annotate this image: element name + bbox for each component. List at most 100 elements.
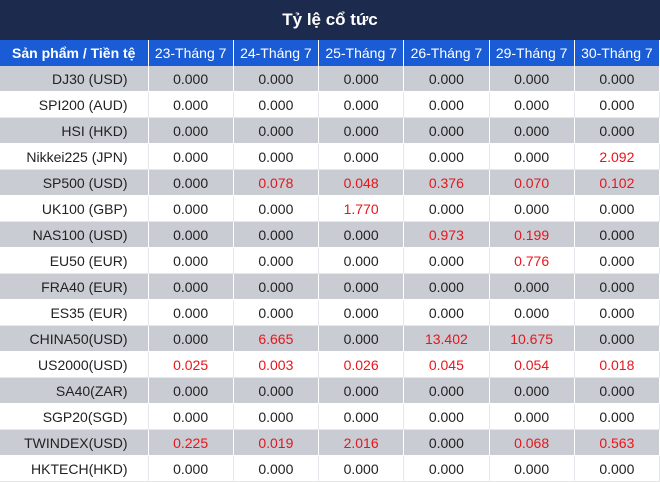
dividend-value-cell: 0.000 [233, 91, 320, 118]
dividend-value-cell: 0.776 [489, 247, 575, 274]
product-cell: DJ30 (USD) [0, 66, 149, 92]
dividend-value-cell: 6.665 [233, 325, 320, 352]
dividend-value-cell: 0.018 [574, 351, 660, 378]
dividend-value-cell: 0.000 [318, 117, 405, 144]
dividend-value-cell: 0.000 [403, 377, 490, 404]
dividend-value-cell: 0.225 [148, 429, 234, 456]
dividend-value-cell: 0.000 [403, 143, 490, 170]
table-row: SGP20(SGD) 0.000 0.000 0.000 0.000 0.000 0.000 [0, 403, 660, 430]
table-row: US2000(USD) 0.025 0.003 0.026 0.045 0.054 0.01… [0, 351, 660, 378]
product-cell: SGP20(SGD) [0, 403, 149, 430]
dividend-value-cell: 0.000 [233, 377, 320, 404]
table-row: FRA40 (EUR) 0.000 0.000 0.000 0.000 0.000 0.00… [0, 273, 660, 300]
dividend-value-cell: 0.000 [489, 117, 575, 144]
table-row: HKTECH(HKD) 0.000 0.000 0.000 0.000 0.000 0.00… [0, 455, 660, 482]
table-row: DJ30 (USD) 0.000 0.000 0.000 0.000 0.000 0.000 [0, 66, 660, 92]
dividend-value-cell: 0.000 [489, 91, 575, 118]
dividend-value-cell: 0.000 [403, 66, 490, 92]
dividend-value-cell: 0.000 [574, 221, 660, 248]
table-row: SPI200 (AUD) 0.000 0.000 0.000 0.000 0.000 0.0… [0, 91, 660, 118]
column-header-date: 25-Tháng 7 [318, 40, 405, 66]
dividend-value-cell: 0.000 [403, 273, 490, 300]
dividend-value-cell: 0.000 [318, 66, 405, 92]
dividend-value-cell: 0.563 [574, 429, 660, 456]
dividend-value-cell: 0.000 [403, 403, 490, 430]
dividend-value-cell: 0.000 [148, 377, 234, 404]
column-header-date: 30-Tháng 7 [574, 40, 660, 66]
dividend-value-cell: 0.000 [233, 221, 320, 248]
product-cell: UK100 (GBP) [0, 195, 149, 222]
product-cell: SP500 (USD) [0, 169, 149, 196]
column-header-product: Sản phẩm / Tiền tệ [0, 40, 149, 66]
dividend-value-cell: 0.000 [574, 91, 660, 118]
dividend-value-cell: 0.000 [403, 195, 490, 222]
product-cell: FRA40 (EUR) [0, 273, 149, 300]
dividend-value-cell: 0.000 [148, 403, 234, 430]
dividend-value-cell: 0.000 [148, 91, 234, 118]
dividend-value-cell: 0.000 [148, 143, 234, 170]
table-header-row: Sản phẩm / Tiền tệ 23-Tháng 7 24-Tháng 7… [0, 40, 660, 66]
dividend-value-cell: 0.000 [318, 403, 405, 430]
dividend-value-cell: 0.078 [233, 169, 320, 196]
table-row: UK100 (GBP) 0.000 0.000 1.770 0.000 0.000 0.00… [0, 195, 660, 222]
dividend-value-cell: 0.048 [318, 169, 405, 196]
dividend-value-cell: 0.000 [574, 195, 660, 222]
dividend-value-cell: 0.000 [489, 195, 575, 222]
dividend-value-cell: 0.070 [489, 169, 575, 196]
dividend-value-cell: 0.000 [318, 455, 405, 482]
dividend-value-cell: 0.000 [233, 299, 320, 326]
dividend-value-cell: 0.000 [233, 117, 320, 144]
dividend-value-cell: 0.000 [574, 273, 660, 300]
dividend-value-cell: 0.000 [489, 66, 575, 92]
dividend-value-cell: 0.000 [318, 91, 405, 118]
dividend-value-cell: 0.000 [574, 455, 660, 482]
product-cell: EU50 (EUR) [0, 247, 149, 274]
product-cell: SPI200 (AUD) [0, 91, 149, 118]
dividend-value-cell: 0.000 [489, 403, 575, 430]
dividend-value-cell: 0.003 [233, 351, 320, 378]
dividend-value-cell: 0.000 [148, 299, 234, 326]
dividend-value-cell: 0.000 [574, 247, 660, 274]
column-header-date: 23-Tháng 7 [148, 40, 234, 66]
dividend-value-cell: 0.000 [489, 299, 575, 326]
dividend-value-cell: 0.000 [403, 455, 490, 482]
dividend-value-cell: 0.000 [489, 377, 575, 404]
dividend-value-cell: 0.025 [148, 351, 234, 378]
table-row: EU50 (EUR) 0.000 0.000 0.000 0.000 0.776 0.000 [0, 247, 660, 274]
table-row: HSI (HKD) 0.000 0.000 0.000 0.000 0.000 0.000 [0, 117, 660, 144]
dividend-value-cell: 0.000 [574, 299, 660, 326]
dividend-value-cell: 0.019 [233, 429, 320, 456]
dividend-value-cell: 0.102 [574, 169, 660, 196]
product-cell: US2000(USD) [0, 351, 149, 378]
dividend-value-cell: 0.000 [574, 403, 660, 430]
dividend-value-cell: 0.000 [574, 117, 660, 144]
dividend-value-cell: 0.000 [403, 247, 490, 274]
dividend-value-cell: 0.000 [574, 66, 660, 92]
dividend-value-cell: 0.000 [318, 377, 405, 404]
dividend-value-cell: 0.000 [318, 325, 405, 352]
dividend-value-cell: 0.000 [318, 273, 405, 300]
dividend-value-cell: 0.000 [403, 299, 490, 326]
dividend-value-cell: 0.376 [403, 169, 490, 196]
table-row: CHINA50(USD) 0.000 6.665 0.000 13.402 10.675 0… [0, 325, 660, 352]
dividend-value-cell: 0.000 [574, 325, 660, 352]
dividend-value-cell: 0.000 [148, 195, 234, 222]
table-row: SA40(ZAR) 0.000 0.000 0.000 0.000 0.000 0.000 [0, 377, 660, 404]
dividend-value-cell: 0.000 [403, 429, 490, 456]
dividend-value-cell: 0.973 [403, 221, 490, 248]
dividend-value-cell: 0.054 [489, 351, 575, 378]
dividend-value-cell: 0.000 [148, 247, 234, 274]
product-cell: HKTECH(HKD) [0, 455, 149, 482]
dividend-value-cell: 2.016 [318, 429, 405, 456]
dividend-value-cell: 0.000 [148, 117, 234, 144]
dividend-value-cell: 13.402 [403, 325, 490, 352]
dividend-value-cell: 0.000 [233, 66, 320, 92]
dividend-value-cell: 0.000 [233, 273, 320, 300]
table-row: ES35 (EUR) 0.000 0.000 0.000 0.000 0.000 0.000 [0, 299, 660, 326]
dividend-value-cell: 0.000 [233, 195, 320, 222]
dividend-value-cell: 0.000 [148, 169, 234, 196]
dividend-value-cell: 0.000 [148, 221, 234, 248]
table-row: Nikkei225 (JPN) 0.000 0.000 0.000 0.000 0.000… [0, 143, 660, 170]
dividend-value-cell: 0.000 [233, 455, 320, 482]
